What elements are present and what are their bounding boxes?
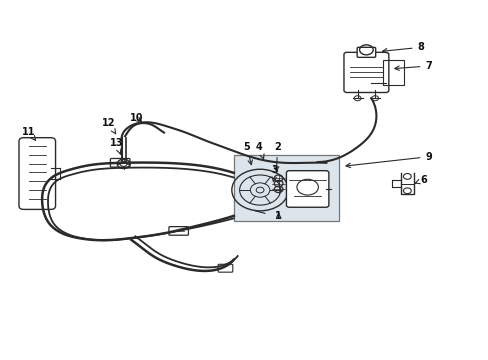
FancyBboxPatch shape <box>218 264 232 272</box>
Text: 11: 11 <box>22 127 36 140</box>
FancyBboxPatch shape <box>356 47 375 57</box>
Text: 9: 9 <box>346 152 431 168</box>
FancyBboxPatch shape <box>19 138 56 210</box>
Text: 7: 7 <box>394 61 431 71</box>
FancyBboxPatch shape <box>286 171 328 207</box>
Text: 5: 5 <box>243 142 252 165</box>
Text: 3: 3 <box>271 165 278 181</box>
Text: 6: 6 <box>414 175 427 185</box>
Text: 1: 1 <box>275 211 282 221</box>
FancyBboxPatch shape <box>233 155 338 221</box>
FancyBboxPatch shape <box>110 158 130 167</box>
FancyBboxPatch shape <box>168 226 188 235</box>
Text: 4: 4 <box>255 142 264 159</box>
Text: 2: 2 <box>274 142 281 171</box>
Text: 13: 13 <box>110 139 123 154</box>
Text: 8: 8 <box>382 42 424 53</box>
FancyBboxPatch shape <box>343 52 388 93</box>
Text: 12: 12 <box>102 118 116 134</box>
Text: 10: 10 <box>129 113 142 123</box>
